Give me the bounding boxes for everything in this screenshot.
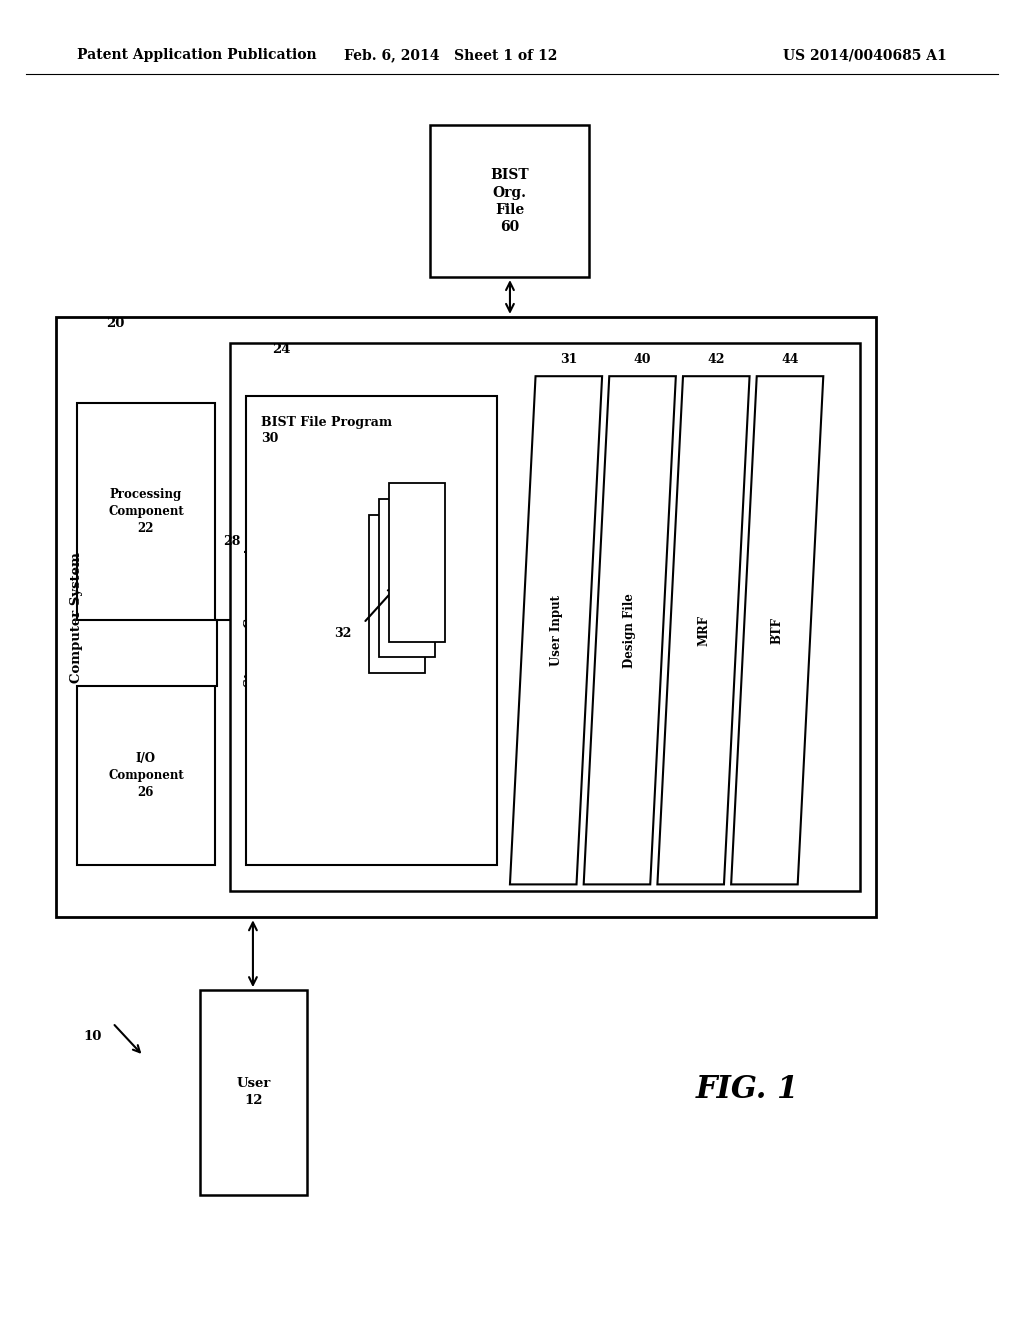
- FancyBboxPatch shape: [77, 686, 215, 865]
- Text: Feb. 6, 2014   Sheet 1 of 12: Feb. 6, 2014 Sheet 1 of 12: [344, 49, 557, 62]
- Polygon shape: [731, 376, 823, 884]
- Text: BTF: BTF: [771, 616, 783, 644]
- Text: User
12: User 12: [237, 1077, 270, 1107]
- FancyBboxPatch shape: [430, 125, 589, 277]
- Text: Design File: Design File: [624, 593, 636, 668]
- Text: User Input: User Input: [550, 595, 562, 665]
- FancyBboxPatch shape: [77, 403, 215, 620]
- Text: BIST
Org.
File
60: BIST Org. File 60: [490, 169, 528, 234]
- FancyBboxPatch shape: [379, 499, 435, 657]
- Text: 42: 42: [708, 352, 725, 366]
- Text: I/O
Component
26: I/O Component 26: [109, 752, 183, 799]
- Text: Processing
Component
22: Processing Component 22: [109, 488, 183, 535]
- FancyBboxPatch shape: [230, 343, 860, 891]
- Text: Storage Component: Storage Component: [245, 548, 257, 686]
- Text: 31: 31: [560, 352, 578, 366]
- Text: MRF: MRF: [697, 615, 710, 645]
- Text: FIG. 1: FIG. 1: [696, 1073, 799, 1105]
- Polygon shape: [510, 376, 602, 884]
- Text: 44: 44: [781, 352, 799, 366]
- Text: Patent Application Publication: Patent Application Publication: [77, 49, 316, 62]
- Polygon shape: [584, 376, 676, 884]
- FancyBboxPatch shape: [56, 317, 876, 917]
- FancyBboxPatch shape: [246, 396, 497, 865]
- Text: 10: 10: [83, 1030, 101, 1043]
- Text: US 2014/0040685 A1: US 2014/0040685 A1: [783, 49, 947, 62]
- Polygon shape: [657, 376, 750, 884]
- Text: 40: 40: [634, 352, 651, 366]
- FancyBboxPatch shape: [369, 515, 425, 673]
- Text: 32: 32: [334, 627, 351, 640]
- Text: BIST File Program
30: BIST File Program 30: [261, 416, 392, 445]
- Text: 24: 24: [272, 343, 291, 356]
- Text: Computer System: Computer System: [71, 552, 83, 682]
- FancyBboxPatch shape: [200, 990, 307, 1195]
- Text: 28: 28: [223, 535, 241, 548]
- FancyBboxPatch shape: [389, 483, 445, 642]
- Text: 20: 20: [106, 317, 125, 330]
